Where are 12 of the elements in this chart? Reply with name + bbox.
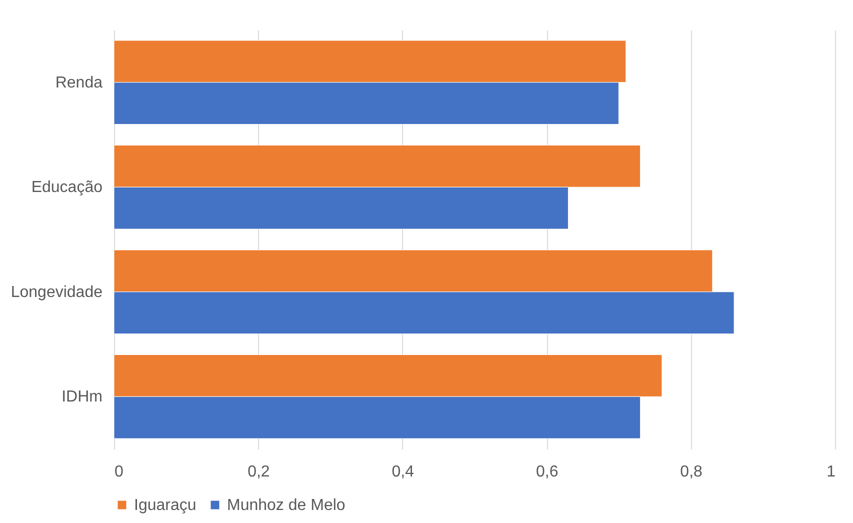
x-tick-label: 0 [114,464,124,480]
y-tick-label: Renda [55,74,103,92]
y-tick-label: IDHm [62,388,102,406]
x-tick-label: 0,6 [536,464,558,480]
legend-label: Iguaraçu [134,497,196,514]
y-tick-label: Longevidade [10,284,103,301]
x-tick-label: 0,4 [392,464,414,480]
x-tick-label: 0,8 [680,464,703,480]
x-tick-label: 1 [826,464,836,480]
legend-label: Munhoz de Melo [227,497,346,514]
x-tick-label: 0,2 [248,464,270,480]
y-tick-label: Educação [31,179,103,196]
